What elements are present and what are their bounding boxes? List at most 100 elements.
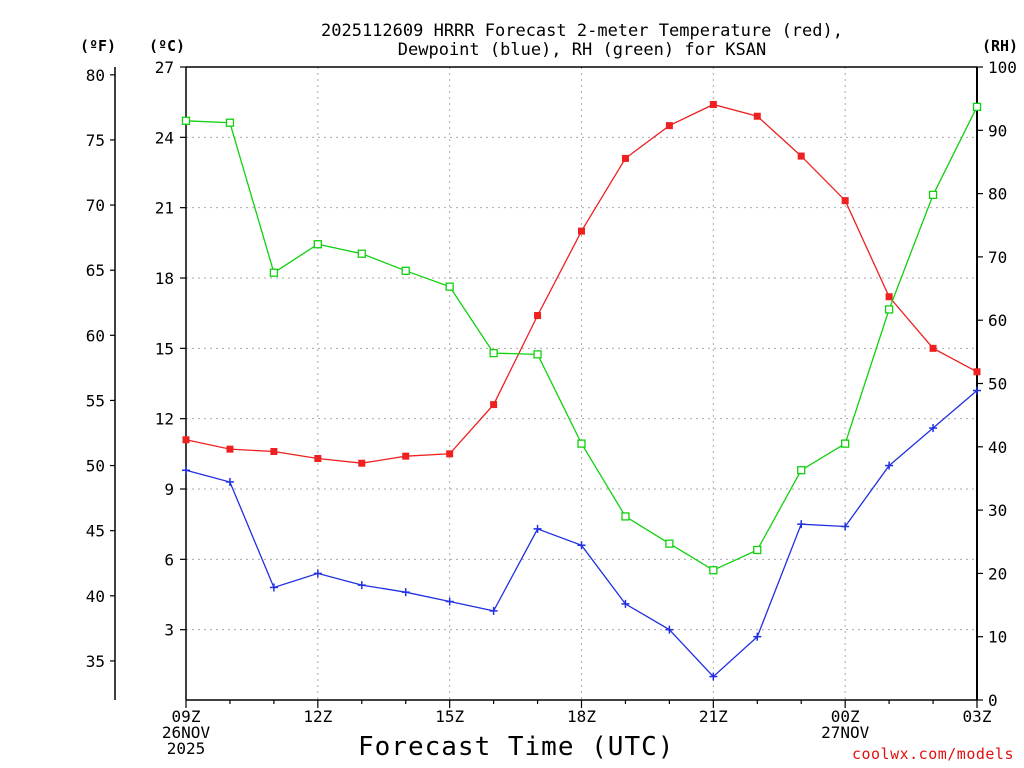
fahrenheit-tick-label: 55	[86, 391, 105, 410]
rh-point	[841, 439, 850, 448]
time-tick-label: 27NOV	[821, 723, 870, 742]
grid-lines	[186, 67, 977, 700]
rh-tick-label: 80	[988, 185, 1007, 204]
fahrenheit-tick-label: 75	[86, 131, 105, 150]
rh-point	[313, 240, 322, 249]
dewpoint-point	[313, 569, 322, 578]
dewpoint-point	[929, 424, 938, 433]
celsius-axis: 3 6 9 12 15 18 21 24 27	[155, 58, 186, 640]
series-dewpoint	[182, 386, 981, 681]
temperature-point	[314, 455, 322, 463]
celsius-tick-label: 15	[155, 339, 174, 358]
rh-tick-label: 60	[988, 311, 1007, 330]
series-layer	[181, 101, 982, 681]
temperature-point	[270, 447, 278, 455]
x-axis-title: Forecast Time (UTC)	[358, 732, 675, 762]
plot-frame	[185, 66, 978, 701]
time-tick-label: 18Z	[567, 707, 596, 726]
rh-tick-label: 90	[988, 121, 1007, 140]
series-temperature	[182, 101, 981, 467]
celsius-tick-label: 27	[155, 58, 174, 77]
temperature-point	[446, 450, 454, 458]
rh-point	[533, 350, 542, 359]
celsius-tick-label: 6	[164, 550, 174, 569]
rh-point	[884, 305, 894, 314]
fahrenheit-tick-label: 60	[86, 326, 105, 345]
rh-point	[709, 566, 718, 575]
time-tick-label: 26NOV	[162, 723, 211, 742]
chart-title-group: 2025112609 HRRR Forecast 2-meter Tempera…	[321, 21, 843, 60]
rh-point	[269, 268, 279, 277]
fahrenheit-axis: 35 40 45 50 55 60 65 70 75 80	[86, 66, 116, 700]
time-tick-label: 12Z	[303, 707, 332, 726]
temperature-point	[182, 436, 190, 444]
dewpoint-point	[973, 386, 981, 395]
temperature-point	[358, 459, 366, 467]
fahrenheit-tick-label: 80	[86, 66, 105, 85]
dewpoint-point	[269, 583, 278, 592]
dewpoint-point	[885, 461, 894, 470]
rh-tick-label: 50	[988, 375, 1007, 394]
temperature-point	[534, 312, 542, 320]
rh-tick-label: 10	[988, 628, 1007, 647]
time-tick-label: 09Z	[172, 707, 201, 726]
temperature-point	[578, 227, 585, 235]
rh-axis: 0 10 20 30 40 50 60 70 80 90 100	[977, 58, 1017, 710]
dewpoint-point	[357, 581, 366, 590]
celsius-tick-label: 9	[164, 480, 174, 499]
credit-text: coolwx.com/models	[851, 745, 1014, 763]
dewpoint-point	[709, 672, 718, 681]
celsius-tick-label: 21	[155, 199, 174, 218]
rh-point	[972, 102, 982, 112]
left-c-axis-label: (ºC)	[149, 37, 185, 55]
temperature-point	[621, 154, 629, 162]
rh-point	[401, 266, 410, 275]
dewpoint-point	[445, 597, 454, 606]
series-rh	[181, 102, 982, 575]
temperature-point	[885, 293, 893, 301]
dewpoint-point	[401, 588, 410, 597]
fahrenheit-tick-label: 40	[86, 587, 105, 606]
fahrenheit-tick-label: 50	[86, 457, 105, 476]
temperature-point	[709, 101, 717, 109]
right-rh-axis-label: (RH)	[982, 37, 1018, 55]
dewpoint-point	[665, 625, 674, 634]
temperature-point	[753, 112, 761, 120]
dewpoint-point	[489, 606, 498, 615]
time-tick-label: 2025	[167, 739, 206, 758]
fahrenheit-tick-label: 70	[86, 196, 105, 215]
celsius-tick-label: 18	[155, 269, 174, 288]
rh-point	[753, 545, 762, 555]
temperature-point	[973, 368, 981, 376]
rh-point	[928, 190, 938, 200]
time-tick-label: 21Z	[699, 707, 728, 726]
fahrenheit-tick-label: 35	[86, 652, 105, 671]
fahrenheit-tick-label: 45	[86, 522, 105, 541]
rh-point	[797, 466, 806, 475]
dewpoint-point	[621, 599, 630, 608]
rh-tick-label: 20	[988, 564, 1007, 583]
temperature-point	[841, 197, 849, 205]
left-f-axis-label: (ºF)	[80, 37, 116, 55]
celsius-tick-label: 3	[164, 621, 174, 640]
chart-title: 2025112609 HRRR Forecast 2-meter Tempera…	[321, 21, 843, 41]
rh-point	[621, 512, 630, 521]
rh-point	[489, 348, 498, 358]
rh-tick-label: 40	[988, 438, 1007, 457]
rh-point	[445, 282, 454, 291]
rh-tick-label: 70	[988, 248, 1007, 267]
time-tick-label: 15Z	[435, 707, 464, 726]
fahrenheit-tick-label: 65	[86, 261, 105, 280]
temperature-point	[929, 344, 937, 352]
temperature-point	[402, 452, 410, 460]
dewpoint-point	[841, 522, 850, 531]
dewpoint-point	[182, 466, 190, 475]
rh-tick-label: 0	[988, 691, 998, 710]
rh-point	[225, 118, 235, 127]
rh-point	[665, 539, 674, 548]
chart-subtitle: Dewpoint (blue), RH (green) for KSAN	[398, 40, 766, 60]
rh-tick-label: 100	[988, 58, 1017, 77]
celsius-tick-label: 12	[155, 410, 174, 429]
